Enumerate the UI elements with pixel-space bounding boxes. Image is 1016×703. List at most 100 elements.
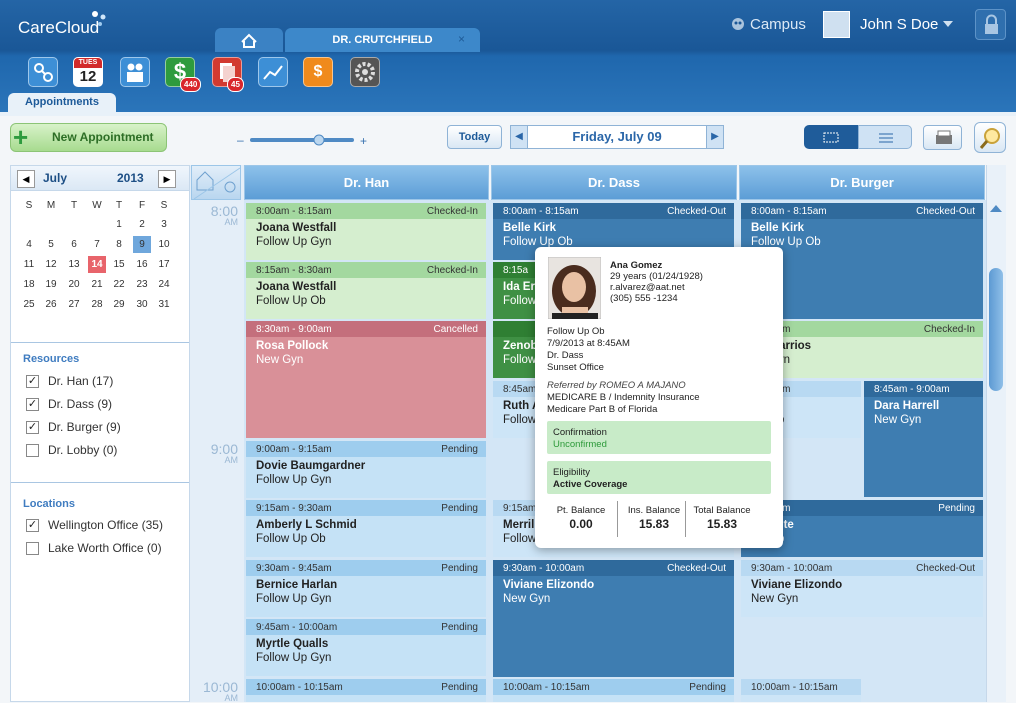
calendar-day[interactable]: 30 [136, 299, 148, 310]
lock-button[interactable] [975, 9, 1006, 40]
user-name[interactable]: John S Doe [860, 16, 939, 33]
calendar-day[interactable]: 19 [45, 279, 57, 290]
print-button[interactable] [923, 125, 962, 150]
appointment-header: 8:00am - 8:15am Checked-Out [741, 203, 983, 219]
column-header: Dr. Dass [491, 165, 737, 200]
zoom-slider[interactable]: – + [234, 128, 370, 150]
patient-name: Amberly L Schmid [256, 519, 357, 531]
list-view[interactable] [858, 125, 912, 149]
appointment[interactable]: 8:30am - 9:00am Cancelled Rosa Pollock New … [246, 321, 486, 438]
prev-day[interactable]: ◀ [510, 125, 528, 149]
appointment[interactable]: 9:15am - 9:30am Pending Amberly L Schmid Fo… [246, 500, 486, 557]
settings-icon[interactable] [350, 57, 380, 87]
prev-month[interactable]: ◀ [17, 170, 35, 188]
checkbox[interactable]: ✓ [26, 398, 39, 411]
calendar-day[interactable]: 11 [23, 259, 35, 270]
home-tab[interactable] [215, 28, 283, 52]
scroll-thumb[interactable] [989, 268, 1003, 391]
appointment[interactable]: 9:45am - 10:00am Pending Myrtle Qualls Foll… [246, 619, 486, 676]
calendar-day[interactable]: 16 [136, 259, 148, 270]
divider [617, 501, 618, 537]
calendar-day[interactable]: 28 [91, 299, 103, 310]
calendar-day[interactable]: 7 [94, 239, 100, 250]
payments-icon[interactable]: $ [303, 57, 333, 87]
next-day[interactable]: ▶ [706, 125, 724, 149]
appointment[interactable]: 10:00am - 10:15am Pending [246, 679, 486, 702]
appointment[interactable]: 9:30am - 10:00am Checked-Out Viviane Elizo… [741, 560, 983, 617]
appointment[interactable]: 10:00am - 10:15am [741, 679, 861, 702]
checkbox[interactable] [26, 444, 39, 457]
calendar-day[interactable]: 18 [23, 279, 35, 290]
appointment-header: 8:15am - 8:30am Checked-In [246, 262, 486, 278]
svg-text:+: + [360, 134, 367, 148]
patients-icon[interactable] [120, 57, 150, 87]
checkbox[interactable]: ✓ [26, 421, 39, 434]
calendar-day[interactable]: 12 [45, 259, 57, 270]
patient-phone: (305) 555 -1234 [610, 293, 678, 304]
calendar-day[interactable]: 27 [68, 299, 80, 310]
user-dropdown[interactable] [942, 20, 954, 28]
scrollbar[interactable] [986, 165, 1006, 702]
appointment[interactable]: 9:30am - 9:45am Pending Bernice Harlan Foll… [246, 560, 486, 617]
appointment[interactable]: 9:30am - 10:00am Checked-Out Viviane Elizo… [493, 560, 734, 677]
calendar-day[interactable]: 25 [23, 299, 35, 310]
appointment[interactable]: 9:00am - 9:15am Pending Dovie Baumgardner F… [246, 441, 486, 498]
calendar-day[interactable]: 22 [113, 279, 125, 290]
calendar-day[interactable]: 26 [45, 299, 57, 310]
calendar-day[interactable]: 8 [116, 239, 122, 250]
calendar-day[interactable]: 13 [68, 259, 80, 270]
appointment-time: 9:30am - 10:00am [751, 563, 833, 574]
calendar-day[interactable]: 24 [158, 279, 170, 290]
calendar-icon[interactable]: TUES 12 [73, 57, 103, 87]
patient-name: Myrtle Qualls [256, 638, 329, 650]
app-icon[interactable] [28, 57, 58, 87]
calendar-day[interactable]: 3 [161, 219, 167, 230]
checkbox[interactable] [26, 542, 39, 555]
documents-icon[interactable] [212, 57, 242, 87]
calendar-day[interactable]: 29 [113, 299, 125, 310]
grid-view[interactable] [804, 125, 858, 149]
reports-icon[interactable] [258, 57, 288, 87]
doctor-tab[interactable]: DR. CRUTCHFIELD [285, 28, 480, 52]
calendar-day[interactable]: 6 [71, 239, 77, 250]
calendar-day[interactable]: 23 [136, 279, 148, 290]
calendar-day[interactable]: 4 [26, 239, 32, 250]
appointment-header: 9:30am - 9:45am Pending [246, 560, 486, 576]
appointment[interactable]: 8:45am - 9:00am Dara Harrell New Gyn [864, 381, 983, 497]
campus-link[interactable]: Campus [750, 16, 806, 33]
calendar-day[interactable]: 1 [116, 219, 122, 230]
new-appointment-button[interactable]: New Appointment [10, 123, 167, 152]
calendar-day[interactable]: 10 [158, 239, 170, 250]
patient-name: Viviane Elizondo [751, 579, 843, 591]
column-header: Dr. Han [244, 165, 489, 200]
appointment-status: Checked-In [426, 265, 478, 276]
next-month[interactable]: ▶ [158, 170, 176, 188]
appointment[interactable]: 8:00am - 8:15am Checked-In Joana Westfall F… [246, 203, 486, 260]
calendar-day[interactable]: 14 [88, 256, 106, 273]
close-tab[interactable]: × [458, 32, 466, 46]
appointment-header: 8:00am - 8:15am Checked-In [246, 203, 486, 219]
appointment[interactable]: 10:00am - 10:15am Pending [493, 679, 734, 702]
eligibility-value: Active Coverage [553, 479, 628, 490]
checkbox[interactable]: ✓ [26, 519, 39, 532]
section-tab[interactable]: Appointments [8, 93, 116, 112]
calendar-day[interactable]: 2 [139, 219, 145, 230]
appointment-time: 8:15am - 8:30am [256, 265, 332, 276]
divider [11, 342, 189, 343]
today-button[interactable]: Today [447, 125, 502, 149]
appointment-header: 10:00am - 10:15am [741, 679, 861, 695]
calendar-day[interactable]: 9 [133, 236, 151, 253]
patient-name: Merril [503, 519, 535, 531]
calendar-day[interactable]: 21 [91, 279, 103, 290]
calendar-day[interactable]: 20 [68, 279, 80, 290]
checkbox[interactable]: ✓ [26, 375, 39, 388]
search-button[interactable] [974, 122, 1006, 153]
calendar-day[interactable]: 15 [113, 259, 125, 270]
calendar-day[interactable]: 31 [158, 299, 170, 310]
scroll-up[interactable] [990, 205, 1002, 212]
calendar-day[interactable]: 5 [48, 239, 54, 250]
appointment[interactable]: 8:15am - 8:30am Checked-In Joana Westfall F… [246, 262, 486, 319]
svg-text:–: – [237, 133, 244, 147]
calendar-day[interactable]: 17 [158, 259, 170, 270]
visit-office: Sunset Office [547, 362, 604, 373]
